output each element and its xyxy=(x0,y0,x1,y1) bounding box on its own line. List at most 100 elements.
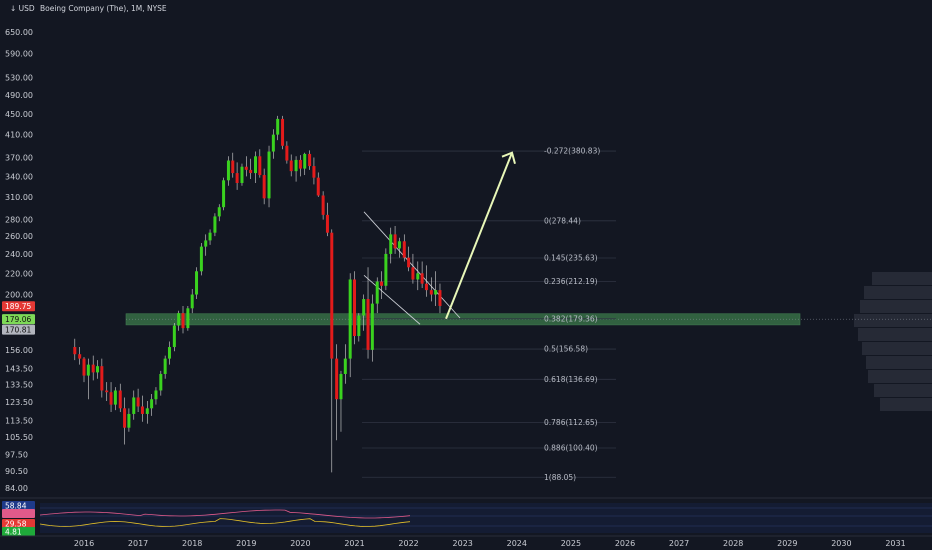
volume-profile-bar xyxy=(858,328,932,341)
candle-up xyxy=(240,166,244,183)
price-badge-label: 189.75 xyxy=(5,302,31,311)
support-zone xyxy=(125,313,932,326)
price-axis-tick: 113.50 xyxy=(5,417,33,426)
candle-up xyxy=(213,216,217,233)
price-badge-label: 170.81 xyxy=(5,326,31,335)
time-axis-tick: 2021 xyxy=(344,539,364,548)
candle-up xyxy=(163,358,167,374)
candle-down xyxy=(353,279,356,337)
candle-down xyxy=(308,153,312,167)
fib-level-label: 0(278.44) xyxy=(544,216,581,225)
candle-up xyxy=(204,240,208,247)
fib-level-label: 0.236(212.19) xyxy=(544,277,598,286)
price-axis-tick: 280.00 xyxy=(5,216,33,225)
rsi-badge xyxy=(2,527,35,536)
candle-down xyxy=(105,390,109,393)
price-axis-tick: 200.00 xyxy=(5,291,33,300)
candle-up xyxy=(154,390,158,400)
price-axis-tick: 84.00 xyxy=(5,484,28,493)
candle-down xyxy=(140,406,144,414)
rsi-badge xyxy=(2,519,35,528)
candle-up xyxy=(339,373,343,400)
rsi-line-primary xyxy=(39,509,411,519)
time-axis[interactable]: 2016 2017 2018 2019 2020 2021 2022 2023 2024 2025… xyxy=(0,535,932,548)
fib-level-label: -0.272(380.83) xyxy=(544,147,600,156)
candle-down xyxy=(380,281,384,286)
fibonacci-levels: -0.272(380.83) 0(278.44) 0.145(235.63) 0.23… xyxy=(362,147,616,482)
candle-up xyxy=(343,358,347,374)
time-axis-tick: 2027 xyxy=(669,539,689,548)
chart-header: ↓ USD Boeing Company (The), 1M, NYSE xyxy=(10,4,167,13)
time-axis-tick: 2016 xyxy=(74,539,94,548)
candle-down xyxy=(316,177,320,196)
price-axis[interactable]: 650.00 590.00 530.00 490.00 450.00 410.00 370.… xyxy=(5,28,33,493)
rsi-badge-label: 4.81 xyxy=(5,528,22,537)
candle-down xyxy=(289,160,293,172)
trend-line-lower xyxy=(363,274,421,325)
rsi-badge-label: 58.84 xyxy=(5,502,27,511)
time-axis-tick: 2022 xyxy=(398,539,418,548)
chart-currency: ↓ USD xyxy=(10,4,35,13)
volume-profile-bar xyxy=(862,342,932,355)
price-axis-tick: 370.00 xyxy=(5,154,33,163)
time-axis-tick: 2017 xyxy=(128,539,148,548)
candle-down xyxy=(73,347,77,355)
candle-down xyxy=(402,241,406,258)
candle-up xyxy=(267,151,271,199)
rsi-line-secondary xyxy=(39,518,411,527)
volume-profile-bar xyxy=(854,314,932,327)
candle-down xyxy=(407,257,411,268)
price-badge-label: 179.06 xyxy=(5,315,31,324)
candle-down xyxy=(325,214,329,233)
candle-down xyxy=(123,408,127,428)
candle-up xyxy=(159,373,163,391)
candle-down xyxy=(281,118,285,146)
trend-channel xyxy=(363,211,461,325)
price-axis-tick: 650.00 xyxy=(5,28,33,37)
price-badges: 189.75 179.06 170.81 xyxy=(2,301,35,335)
candle-up xyxy=(384,253,388,286)
price-axis-tick: 340.00 xyxy=(5,172,33,181)
volume-profile-bar xyxy=(872,272,932,285)
time-axis-tick: 2024 xyxy=(507,539,527,548)
price-axis-tick: 90.50 xyxy=(5,467,28,476)
candle-up xyxy=(294,159,298,172)
candle-up xyxy=(208,232,212,241)
candle-up xyxy=(357,315,361,337)
candle-down xyxy=(429,290,433,295)
price-axis-tick: 590.00 xyxy=(5,50,33,59)
candle-down xyxy=(411,267,415,280)
candle-down xyxy=(136,397,140,407)
candle-up xyxy=(150,399,154,409)
candle-up xyxy=(271,134,275,152)
time-axis-tick: 2031 xyxy=(885,539,905,548)
candle-up xyxy=(348,279,352,359)
candle-down xyxy=(285,145,289,161)
time-axis-tick: 2019 xyxy=(236,539,256,548)
rsi-background xyxy=(40,503,932,533)
time-axis-tick: 2025 xyxy=(561,539,581,548)
price-badge xyxy=(2,314,35,325)
candle-up xyxy=(434,290,438,295)
candle-up xyxy=(397,241,401,249)
fib-level-label: 0.886(100.40) xyxy=(544,444,598,453)
price-axis-tick: 450.00 xyxy=(5,110,33,119)
volume-profile-bar xyxy=(864,286,932,299)
fib-level-label: 1(88.05) xyxy=(544,473,576,482)
candle-up xyxy=(177,313,181,326)
price-axis-tick: 410.00 xyxy=(5,131,33,140)
volume-profile-bar xyxy=(866,356,932,369)
candle-up xyxy=(370,303,374,350)
fib-level-label: 0.382(179.36) xyxy=(544,314,598,323)
time-axis-tick: 2029 xyxy=(777,539,797,548)
candle-up xyxy=(186,308,190,329)
candle-down xyxy=(181,313,185,329)
candle-up xyxy=(96,366,100,373)
price-axis-tick: 490.00 xyxy=(5,91,33,100)
candle-down xyxy=(231,160,235,174)
time-axis-tick: 2023 xyxy=(453,539,473,548)
volume-profile-bar xyxy=(868,370,932,383)
candle-up xyxy=(86,364,90,376)
volume-profile-bar xyxy=(874,384,932,397)
